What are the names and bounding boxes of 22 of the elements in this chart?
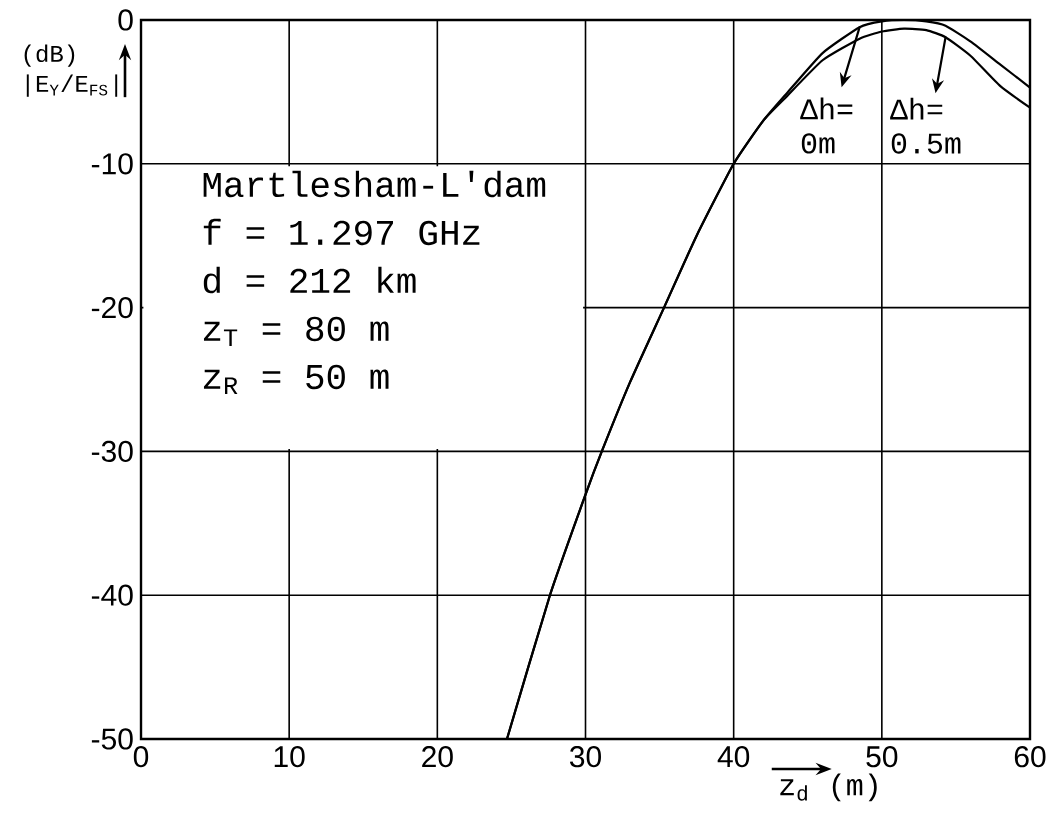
annotation: z$_{T}$ = 80 m (203, 316, 389, 346)
legend-label: Δh= 0m (800, 97, 853, 154)
annotation: Martlesham-L'dam (203, 170, 546, 198)
x-tick-label: 40 (717, 746, 750, 768)
y-tick-label: 0 (118, 9, 133, 31)
x-tick-label: 30 (569, 746, 601, 768)
y-tick-label: -10 (91, 153, 133, 175)
y-tick-label: -40 (91, 584, 133, 606)
annotation: d = 212 km (203, 266, 416, 294)
y-tick-label: -50 (91, 728, 133, 750)
x-tick-label: 60 (1014, 746, 1046, 768)
y-tick-label: -30 (91, 440, 133, 463)
x-tick-label: 20 (422, 746, 453, 768)
annotation: f = 1.297 GHz (203, 218, 480, 246)
y-tick-label: -20 (91, 296, 133, 319)
y-axis-title: (dB) |E$_{Y}$/E$_{FS}$| (24, 44, 118, 97)
annotation: z$_{R}$ = 50 m (203, 364, 389, 394)
x-tick-label: 0 (133, 746, 149, 768)
text: z$_{d}$ (m) (780, 773, 877, 802)
x-tick-label: 10 (274, 746, 305, 768)
x-tick-label: 50 (866, 746, 898, 768)
legend-label: Δh= 0.5m (890, 97, 961, 154)
